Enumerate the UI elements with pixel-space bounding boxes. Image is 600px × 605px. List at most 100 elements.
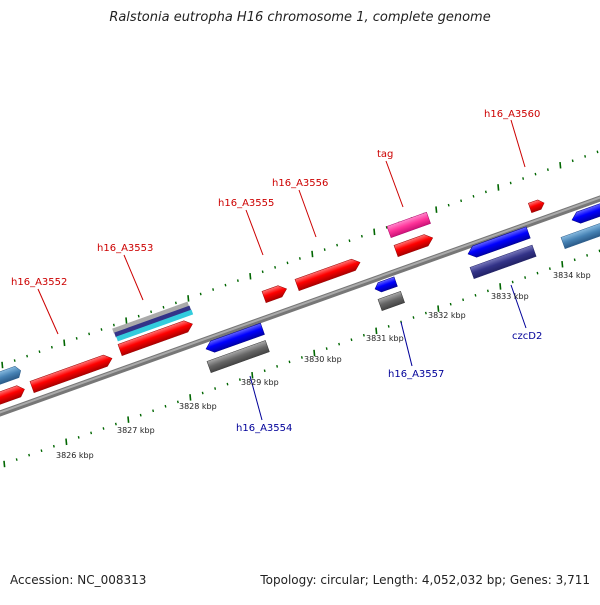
label-h16-a3556[interactable]: h16_A3556 — [272, 178, 328, 189]
minor-tick — [176, 400, 179, 404]
feature-stripe-teal[interactable] — [116, 309, 194, 342]
minor-tick — [286, 261, 289, 265]
label-h16-a3555[interactable]: h16_A3555 — [218, 198, 274, 209]
minor-tick — [350, 338, 353, 342]
label-h16-a3557[interactable]: h16_A3557 — [388, 369, 444, 380]
minor-tick — [586, 253, 589, 257]
minor-tick — [571, 159, 574, 163]
minor-tick — [261, 270, 264, 274]
label-h16-a3553[interactable]: h16_A3553 — [97, 243, 153, 254]
feature-czcd2-darkblue[interactable] — [469, 244, 537, 279]
feature-h16-a3556[interactable] — [294, 257, 362, 291]
ruler-label-3827: 3827 kbp — [117, 426, 155, 435]
minor-tick — [336, 243, 339, 247]
feature-tag[interactable] — [393, 232, 435, 257]
minor-tick — [424, 311, 427, 315]
ruler-label-3832: 3832 kbp — [428, 311, 466, 320]
minor-tick — [88, 332, 91, 336]
minor-tick — [325, 347, 328, 350]
major-tick — [559, 161, 562, 169]
minor-tick — [212, 288, 215, 291]
major-tick — [437, 305, 440, 312]
major-tick — [1, 361, 4, 369]
major-tick — [65, 438, 68, 446]
minor-tick — [486, 289, 489, 293]
label-czcd2[interactable]: czcD2 — [512, 331, 542, 342]
minor-tick — [90, 431, 93, 435]
minor-tick — [77, 435, 80, 439]
minor-tick — [596, 150, 599, 154]
leader-tag — [385, 160, 404, 208]
feature-tag-trna[interactable] — [386, 211, 431, 238]
leader-h16-a3556 — [298, 189, 317, 238]
minor-tick — [137, 314, 140, 318]
reverse-label-group: h16_A3554 h16_A3557 czcD2 — [236, 331, 542, 434]
ruler-labels: 3826 kbp 3827 kbp 3828 kbp 3829 kbp 3830… — [56, 271, 591, 460]
feature-h16-a3553[interactable] — [117, 318, 195, 356]
upper-tick-row — [1, 150, 599, 369]
ruler-label-3834: 3834 kbp — [553, 271, 591, 280]
minor-tick — [387, 325, 390, 328]
leader-czcd2 — [510, 284, 527, 329]
minor-tick — [164, 404, 167, 408]
feature-h16-a3557-grey[interactable] — [377, 290, 405, 311]
genome-summary-text: Topology: circular; Length: 4,052,032 bp… — [260, 573, 590, 587]
minor-tick — [152, 409, 155, 413]
minor-tick — [13, 359, 16, 362]
label-h16-a3560[interactable]: h16_A3560 — [484, 109, 540, 120]
feature-h16-a3552[interactable] — [29, 353, 114, 393]
label-h16-a3554[interactable]: h16_A3554 — [236, 423, 292, 434]
label-tag[interactable]: tag — [377, 149, 393, 160]
feature-right-blue[interactable] — [570, 200, 600, 226]
feature-stripe-grey[interactable] — [112, 301, 190, 334]
ruler-label-3829: 3829 kbp — [241, 378, 279, 387]
minor-tick — [75, 336, 78, 340]
minor-tick — [238, 378, 241, 382]
feature-left-edge[interactable] — [0, 384, 27, 406]
major-tick — [435, 206, 438, 213]
minor-tick — [385, 226, 388, 229]
ruler-label-3826: 3826 kbp — [56, 451, 94, 460]
minor-tick — [474, 293, 477, 297]
minor-tick — [52, 444, 55, 448]
label-h16-a3552[interactable]: h16_A3552 — [11, 277, 67, 288]
minor-tick — [348, 239, 351, 243]
minor-tick — [162, 305, 165, 309]
minor-tick — [449, 302, 452, 306]
feature-stripe-darkblue[interactable] — [114, 305, 192, 338]
feature-h16-a3554[interactable] — [204, 322, 265, 355]
leader-h16-a3552 — [37, 288, 59, 335]
major-tick — [373, 228, 376, 236]
minor-tick — [226, 382, 229, 386]
feature-steel-left[interactable] — [0, 365, 23, 386]
feature-czcd2[interactable] — [466, 226, 531, 260]
major-tick — [311, 250, 314, 258]
feature-h16-a3557[interactable] — [373, 276, 398, 294]
minor-tick — [338, 342, 341, 346]
minor-tick — [524, 276, 527, 279]
leader-h16-a3554 — [249, 375, 263, 421]
minor-tick — [573, 258, 576, 262]
major-tick — [127, 416, 130, 423]
feature-h16-a3555[interactable] — [261, 283, 289, 303]
feature-h16-a3560[interactable] — [527, 198, 545, 214]
major-tick — [561, 260, 564, 268]
ruler-label-3830: 3830 kbp — [304, 355, 342, 364]
minor-tick — [112, 323, 115, 327]
major-tick — [313, 349, 316, 357]
minor-tick — [584, 154, 587, 158]
minor-tick — [26, 354, 29, 358]
feature-h16-a3554-grey[interactable] — [206, 340, 270, 373]
feature-right-steel[interactable] — [560, 221, 600, 249]
minor-tick — [536, 271, 539, 275]
minor-tick — [214, 387, 217, 390]
leader-h16-a3560 — [510, 119, 526, 168]
lower-tick-row — [3, 249, 600, 468]
minor-tick — [50, 345, 53, 349]
minor-tick — [38, 350, 41, 354]
minor-tick — [298, 257, 301, 260]
forward-label-group: h16_A3552 h16_A3553 h16_A3555 h16_A3556 … — [11, 109, 540, 288]
leader-h16-a3555 — [245, 209, 264, 256]
forward-leader-lines — [37, 119, 526, 335]
